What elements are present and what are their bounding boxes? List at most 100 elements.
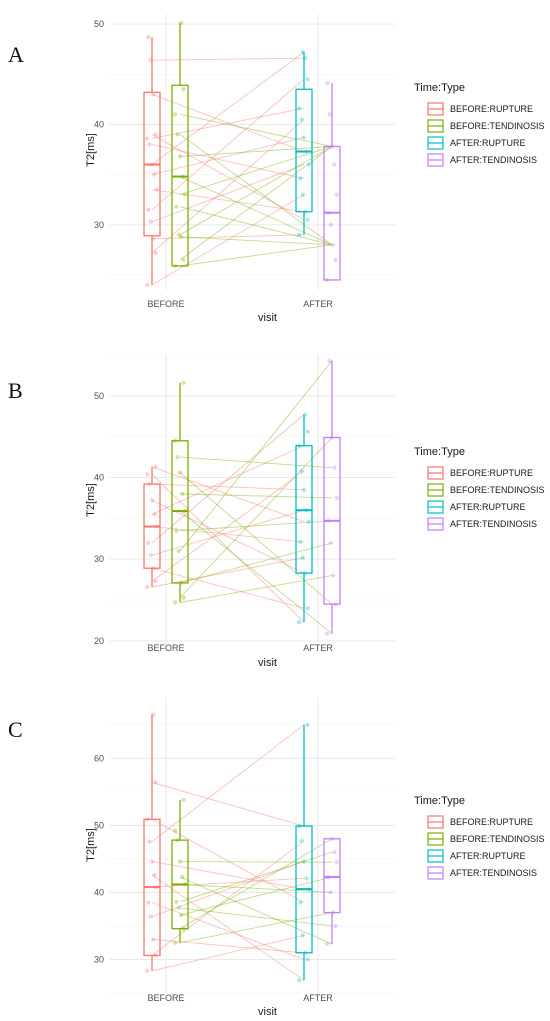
connecting-line [151, 861, 305, 917]
connecting-line [151, 134, 305, 221]
data-point [299, 468, 304, 474]
data-point [145, 584, 150, 590]
box-rect [323, 838, 341, 914]
legend-item: AFTER:RUPTURE [427, 136, 526, 150]
legend-label: BEFORE:RUPTURE [450, 104, 533, 114]
connecting-line [151, 877, 305, 888]
data-point [181, 797, 186, 803]
connecting-line [151, 414, 305, 544]
data-point [147, 142, 152, 147]
data-point [145, 817, 150, 822]
data-point [297, 823, 302, 829]
legend-label: AFTER:TENDINOSIS [450, 868, 537, 878]
data-point [154, 884, 159, 890]
data-point [297, 106, 302, 111]
connecting-line [179, 876, 333, 916]
data-point [181, 257, 186, 262]
connecting-line [151, 500, 305, 574]
connecting-line [151, 78, 305, 211]
connecting-line [179, 236, 333, 246]
data-point [331, 573, 336, 578]
data-point [300, 933, 305, 938]
y-tick-label: 30 [94, 220, 104, 230]
connecting-line [179, 851, 333, 903]
data-point [173, 438, 178, 443]
data-point [181, 380, 186, 385]
data-point [153, 132, 158, 137]
legend-item: AFTER:TENDINOSIS [427, 517, 537, 531]
data-point [153, 780, 158, 785]
box-after-tendinosis [323, 836, 341, 947]
data-point [325, 631, 330, 636]
legend-label: AFTER:TENDINOSIS [450, 155, 537, 165]
connecting-line [151, 483, 305, 491]
data-point [152, 512, 157, 517]
data-point [305, 217, 310, 222]
connecting-line [179, 176, 333, 246]
data-point [326, 518, 331, 523]
data-point [334, 495, 339, 501]
connecting-line [179, 134, 333, 246]
x-axis-title: visit [258, 1006, 277, 1018]
connecting-line [151, 557, 305, 588]
legend-label: BEFORE:TENDINOSIS [450, 485, 545, 495]
x-tick-label: AFTER [303, 643, 333, 653]
data-point [151, 236, 156, 241]
legend-label: AFTER:TENDINOSIS [450, 519, 537, 529]
connecting-line [179, 542, 333, 584]
data-point [175, 838, 180, 843]
data-point [149, 162, 155, 167]
data-point [303, 56, 308, 61]
connecting-line [151, 470, 305, 582]
legend-label: BEFORE:RUPTURE [450, 468, 533, 478]
data-point [145, 472, 150, 477]
connecting-line [179, 575, 333, 603]
box-before-rupture [143, 464, 161, 590]
data-point [146, 207, 151, 212]
box-before-tendinosis [171, 797, 189, 945]
legend-title: Time:Type [414, 82, 465, 94]
data-point [152, 172, 157, 177]
data-point [146, 34, 151, 40]
legend-label: BEFORE:RUPTURE [450, 817, 533, 827]
data-point [305, 77, 310, 82]
panel-letter: A [8, 42, 24, 67]
data-point [333, 923, 338, 929]
legend-label: BEFORE:TENDINOSIS [450, 121, 545, 131]
y-tick-label: 50 [94, 391, 104, 401]
data-point [181, 926, 186, 931]
data-point [300, 50, 305, 55]
box-after-tendinosis [323, 358, 341, 636]
data-point [153, 464, 158, 470]
legend-item: AFTER:TENDINOSIS [427, 153, 537, 167]
data-point [334, 192, 339, 197]
data-point [326, 874, 331, 880]
data-point [175, 132, 180, 137]
connecting-line [179, 861, 333, 863]
connecting-line [151, 509, 305, 556]
legend-item: AFTER:TENDINOSIS [427, 866, 537, 880]
data-point [179, 580, 184, 586]
data-point [305, 606, 310, 611]
connecting-line [179, 907, 333, 927]
connecting-line [179, 146, 333, 236]
connecting-line [151, 473, 305, 623]
data-point [148, 914, 153, 919]
connecting-line [179, 493, 333, 499]
box-before-rupture [143, 34, 161, 288]
connecting-line [179, 146, 333, 261]
connecting-line [151, 938, 305, 954]
data-point [182, 192, 187, 197]
data-point [297, 232, 302, 237]
legend-label: AFTER:RUPTURE [450, 851, 526, 861]
connecting-line [151, 724, 305, 842]
data-point [334, 860, 339, 865]
data-point [328, 222, 333, 227]
data-point [298, 176, 303, 181]
legend-item: AFTER:RUPTURE [427, 849, 526, 863]
connecting-line [151, 874, 305, 981]
y-tick-label: 30 [94, 554, 104, 564]
data-point [173, 600, 178, 605]
data-point [331, 910, 336, 915]
connecting-line [151, 902, 305, 960]
